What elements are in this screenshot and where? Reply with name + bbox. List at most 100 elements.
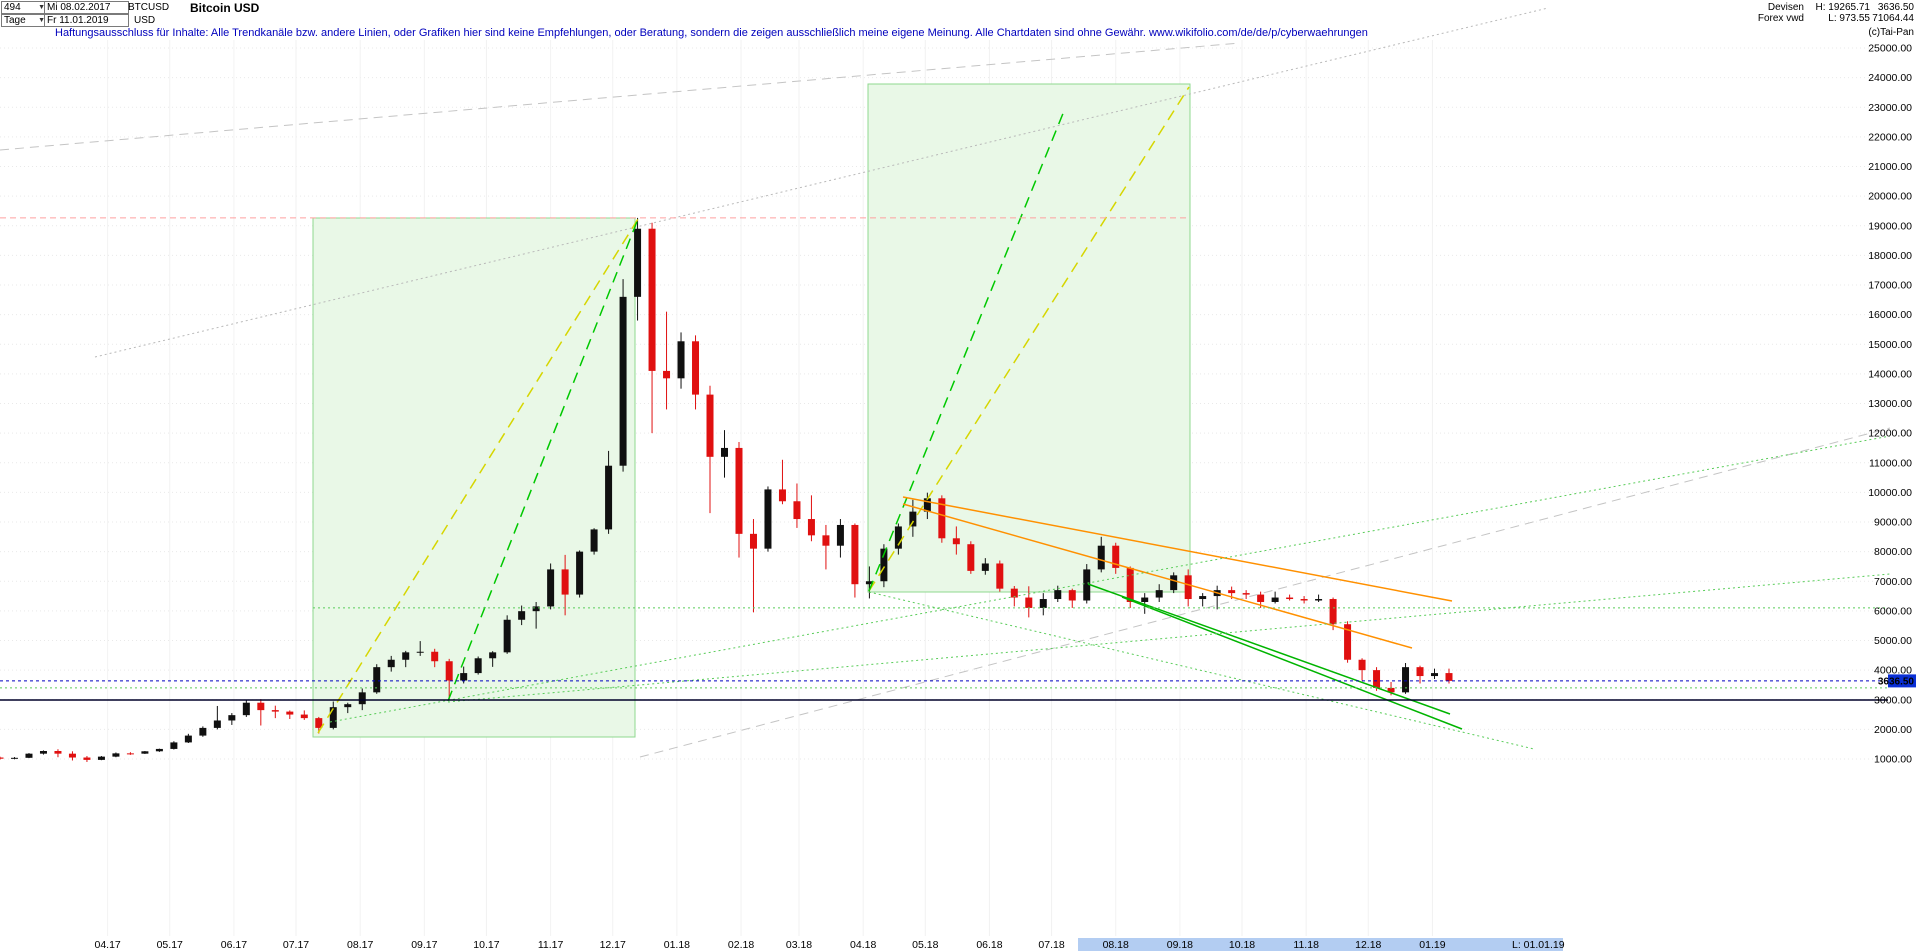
candle [10,757,18,760]
candle [576,550,584,598]
candle [68,751,76,761]
candle [735,442,743,558]
candle [1039,593,1047,616]
candle [228,713,236,725]
y-axis-label: 9000.00 [1874,517,1912,529]
y-axis-label: 22000.00 [1868,131,1912,143]
candle [909,499,917,537]
y-axis-label: 11000.00 [1869,457,1912,469]
green-dotted-diagonal-2 [447,573,1891,703]
candle-body [416,651,424,653]
candle [1199,593,1207,607]
candle [126,752,134,755]
y-axis-label: 6000.00 [1874,605,1912,617]
x-axis-label: 10.17 [473,939,499,951]
candle [112,752,120,758]
candle-body [460,673,468,681]
y-axis-label: 7000.00 [1874,576,1912,588]
candle-body [706,394,714,457]
bars-count-dropdown[interactable]: 494 ▼ [1,1,48,14]
candle-body [1286,597,1294,600]
candle-body [1387,687,1395,693]
green-trend-2018 [868,110,1065,592]
candle-body [474,658,482,674]
candle-body [807,519,815,536]
candle [547,563,555,610]
candle-body [1083,569,1091,601]
candle [836,519,844,558]
y-axis-label: 14000.00 [1868,368,1912,380]
y-axis-label: 24000.00 [1868,72,1912,84]
candle [967,541,975,574]
candle [1184,569,1192,607]
candle [1054,585,1062,602]
y-axis-label: 25000.00 [1868,43,1912,55]
candle [822,524,830,570]
y-axis-label: 1000.00 [1874,754,1912,766]
candle-body [721,447,728,457]
candle [1068,588,1076,608]
candle [1358,658,1366,681]
candles [0,217,1453,762]
candle-body [1242,593,1250,595]
candle [778,459,786,505]
candle [83,756,91,762]
candle [141,751,149,754]
y-axis-label: 15000.00 [1868,339,1912,351]
yellow-trend-2018 [868,86,1190,592]
candle [1112,542,1120,574]
x-axis-label: 03.18 [786,939,812,951]
candle [373,664,381,694]
candle-body [590,529,598,552]
candle [1126,566,1134,608]
candle-body [778,489,786,502]
x-axis-label: 09.17 [411,939,437,951]
candle [1344,621,1352,663]
candle [416,641,424,656]
candle-body [561,569,569,595]
candle-body [1054,590,1062,600]
volume-label: 71064.44 [1872,13,1914,24]
bars-count-value: 494 [4,2,21,13]
candle [648,222,656,434]
candle-body [1402,667,1410,693]
period-dropdown[interactable]: Tage ▼ [1,14,48,27]
gray-dashed-upper [0,42,1241,151]
candle [1097,536,1105,573]
candle-body [677,341,685,379]
candle-body [503,619,511,653]
candle [561,554,569,616]
gray-dashed-lower [639,427,1891,758]
x-axis-highlight[interactable] [1078,938,1563,951]
yellow-trend-2017 [317,218,639,734]
candle-body [68,753,76,758]
candle-body [1416,667,1424,677]
y-axis-label: 10000.00 [1868,487,1912,499]
x-axis-label: 07.18 [1038,939,1064,951]
candle [1213,585,1221,610]
end-date-field[interactable]: Fr 11.01.2019 [44,14,129,27]
candle-body [749,533,757,549]
candle [387,655,395,672]
candle-body [518,611,526,620]
gray-dotted-longterm [94,7,1549,358]
candle-body [1358,659,1366,671]
candle-body [619,296,627,466]
candle-body [300,714,308,719]
candle [1431,668,1439,680]
start-date-field[interactable]: Mi 08.02.2017 [44,1,129,14]
candle [952,526,960,555]
candle-body [1141,597,1149,602]
candle-body [170,742,178,749]
orange-resistance-upper [902,496,1453,602]
candle [445,658,453,701]
candle-body [257,702,265,711]
candle-body [981,563,989,571]
candle [1155,584,1163,602]
candle-body [213,720,221,728]
candle-body [1315,599,1323,601]
candle [271,705,279,719]
candle-body [1068,590,1076,601]
candle [213,705,221,730]
